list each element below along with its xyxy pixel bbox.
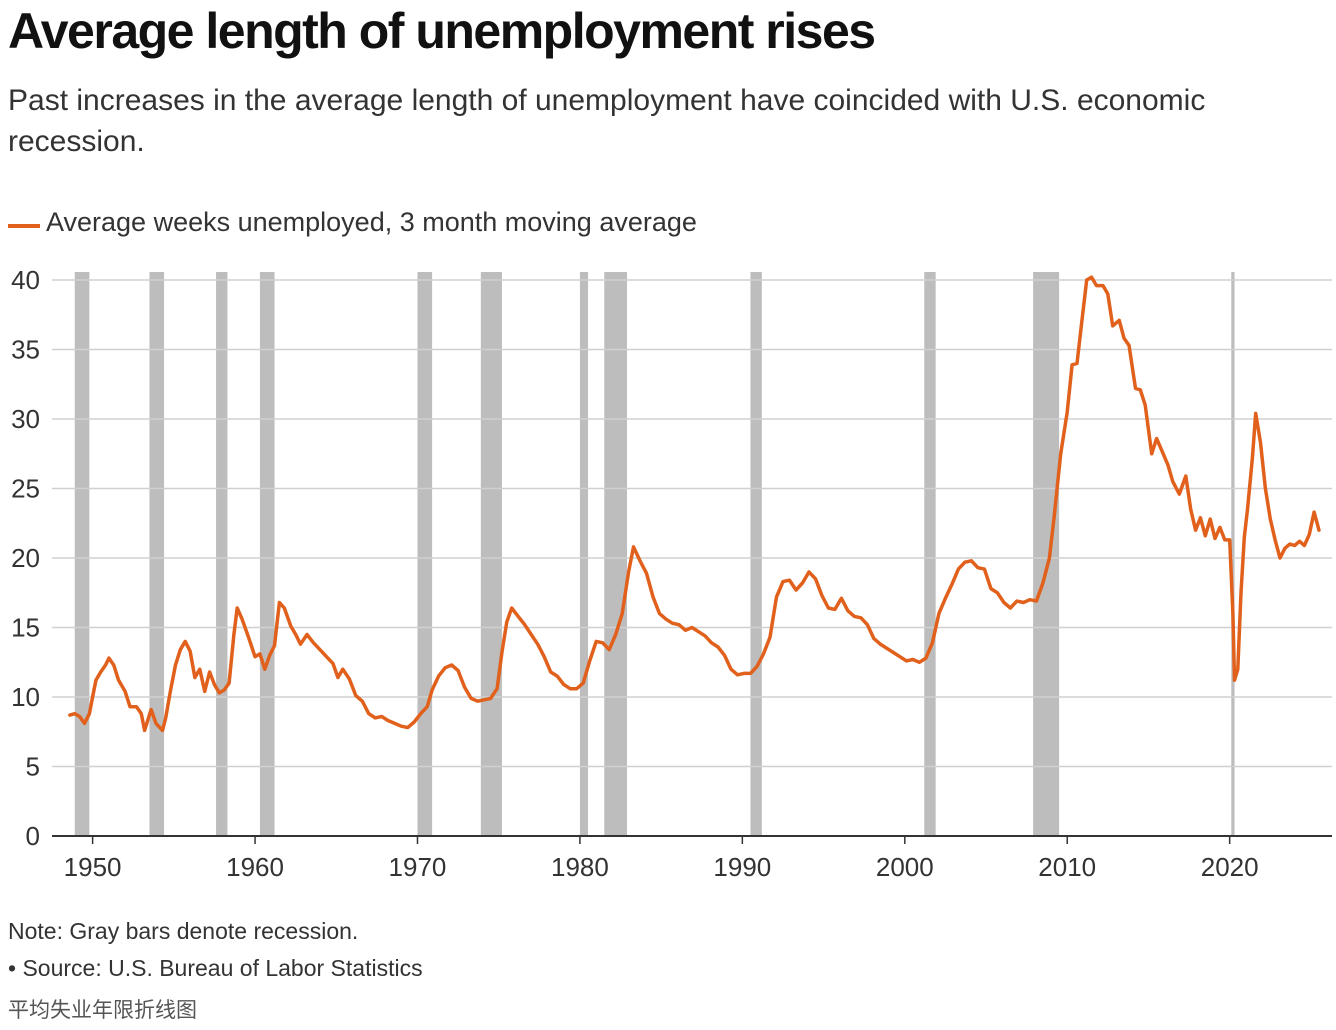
y-tick-label: 5 [26, 752, 40, 782]
recession-bar [259, 272, 275, 836]
y-tick-label: 0 [26, 821, 40, 851]
chart-subtitle: Past increases in the average length of … [8, 84, 1206, 158]
y-tick-label: 15 [11, 613, 40, 643]
x-tick-label: 1990 [713, 852, 771, 882]
legend-label: Average weeks unemployed, 3 month moving… [46, 206, 697, 237]
y-tick-label: 10 [11, 682, 40, 712]
y-tick-label: 20 [11, 543, 40, 573]
y-tick-label: 35 [11, 335, 40, 365]
legend-line-swatch [8, 224, 40, 228]
x-tick-label: 2020 [1201, 852, 1259, 882]
legend: Average weeks unemployed, 3 month moving… [8, 206, 697, 238]
recession-bar [149, 272, 165, 836]
x-tick-label: 2010 [1038, 852, 1096, 882]
chart-caption: 平均失业年限折线图 [8, 998, 197, 1022]
recession-bar [579, 272, 589, 836]
recession-bar [216, 272, 228, 836]
recession-bar [480, 272, 502, 836]
series-layer [68, 275, 1321, 733]
recession-bar [74, 272, 90, 836]
chart-source: • Source: U.S. Bureau of Labor Statistic… [8, 955, 423, 981]
x-tick-label: 1950 [64, 852, 122, 882]
x-tick-label: 1970 [389, 852, 447, 882]
recession-bar [1033, 272, 1060, 836]
chart-title: Average length of unemployment rises [8, 3, 876, 59]
x-tick-label: 1980 [551, 852, 609, 882]
x-tick-label: 1960 [226, 852, 284, 882]
recession-bar [1231, 272, 1235, 836]
recession-bars [74, 272, 1235, 836]
series-line [68, 275, 1321, 733]
chart-note: Note: Gray bars denote recession. [8, 918, 359, 944]
axes: 1950 1960 1970 1980 1990 2000 2010 2020 [52, 835, 1332, 882]
recession-bar [417, 272, 433, 836]
x-tick-label: 2000 [876, 852, 934, 882]
y-tick-label: 30 [11, 404, 40, 434]
recession-bar [604, 272, 628, 836]
gridlines: 0 5 10 15 20 25 30 35 40 [11, 265, 1332, 851]
y-tick-label: 40 [11, 265, 40, 295]
y-tick-label: 25 [11, 474, 40, 504]
recession-bar [924, 272, 936, 836]
line-chart: 0 5 10 15 20 25 30 35 40 1950 1960 1970 1980 1990 200… [11, 265, 1332, 882]
recession-bar [750, 272, 762, 836]
